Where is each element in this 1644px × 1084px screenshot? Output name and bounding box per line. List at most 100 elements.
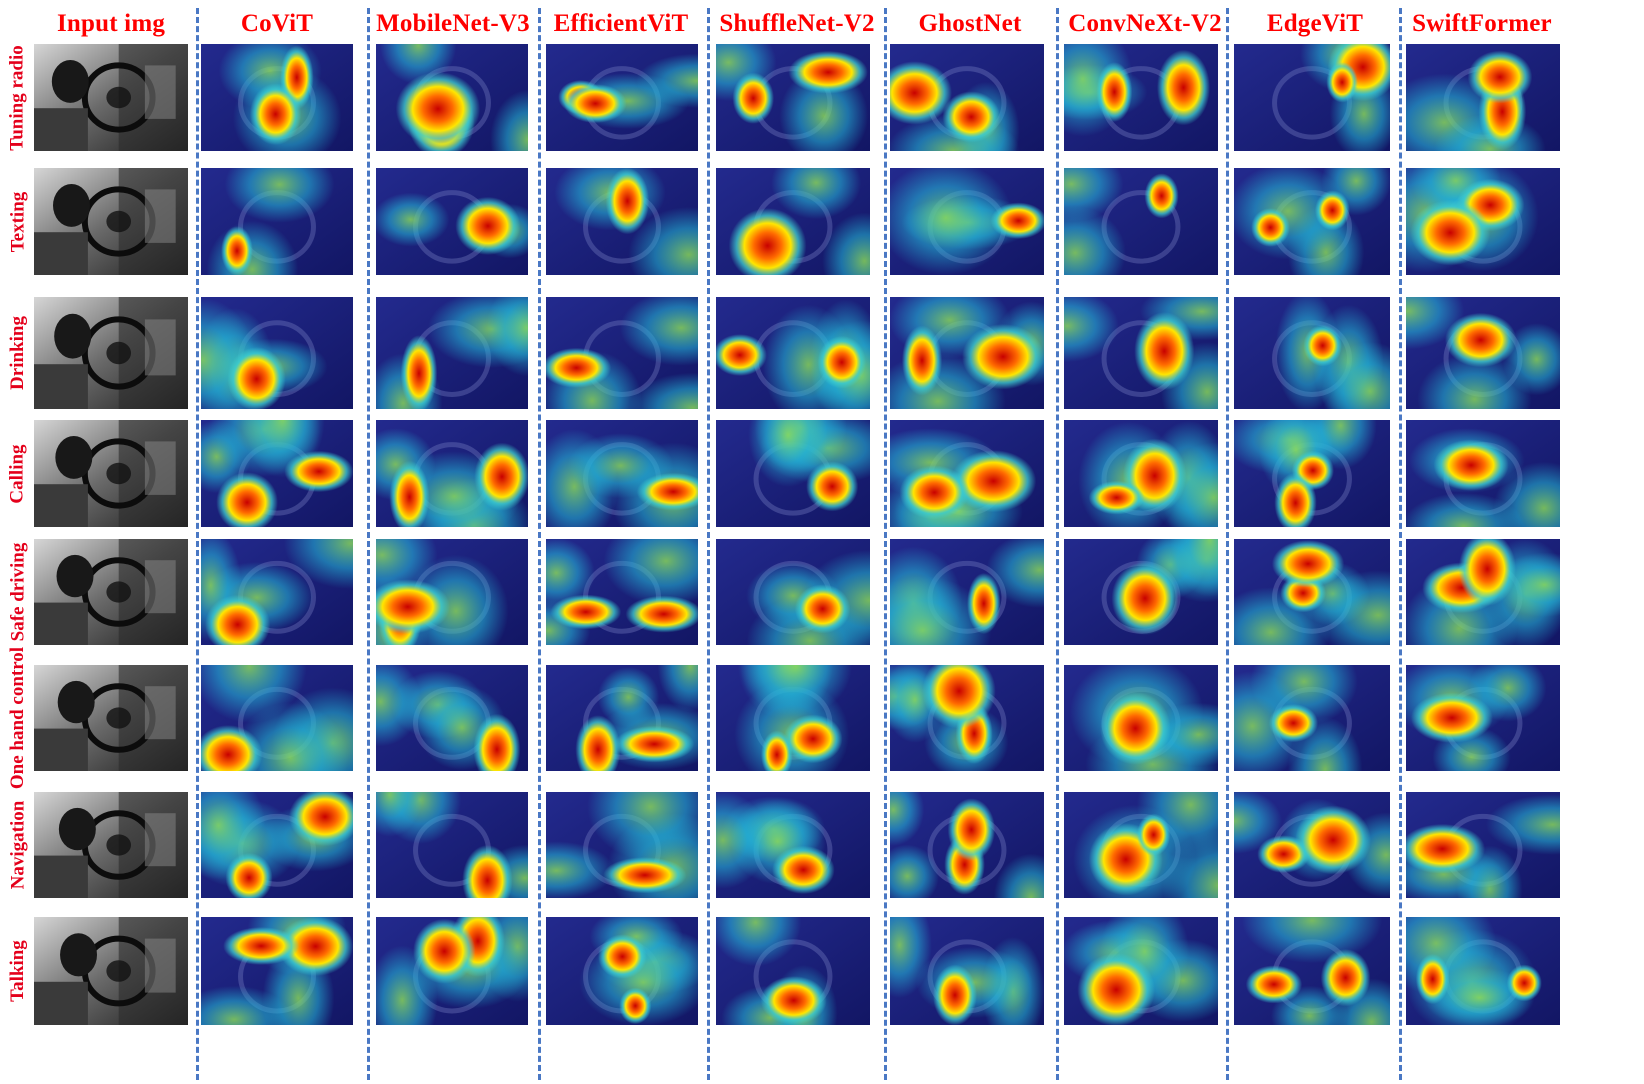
- row-label-text: Calling: [7, 443, 28, 504]
- row-label-text: Tuning radio: [7, 44, 28, 151]
- input-image: [34, 44, 188, 151]
- heatmap-image-shufflenet: [716, 420, 870, 527]
- heatmap-image-mobilenet: [376, 297, 528, 409]
- heatmap-image-convnext: [1064, 297, 1218, 409]
- heatmap-image-mobilenet: [376, 539, 528, 645]
- heatmap-image-convnext: [1064, 44, 1218, 151]
- heatmap-image-edgevit: [1234, 420, 1390, 527]
- heatmap-image-ghostnet: [890, 420, 1044, 527]
- heatmap-image-ghostnet: [890, 539, 1044, 645]
- heatmap-image-convnext: [1064, 420, 1218, 527]
- heatmap-image-swiftformer: [1406, 297, 1560, 409]
- row-label: Navigation: [3, 792, 33, 898]
- column-separator: [1226, 8, 1229, 1080]
- column-separator: [196, 8, 199, 1080]
- row-label-text: Drinking: [7, 316, 29, 390]
- heatmap-image-edgevit: [1234, 665, 1390, 771]
- heatmap-image-mobilenet: [376, 44, 528, 151]
- heatmap-image-shufflenet: [716, 44, 870, 151]
- row-label: One hand control: [3, 647, 33, 789]
- column-header-mobilenet: MobileNet-V3: [376, 10, 530, 37]
- heatmap-image-ghostnet: [890, 665, 1044, 771]
- heatmap-image-mobilenet: [376, 420, 528, 527]
- heatmap-image-ghostnet: [890, 44, 1044, 151]
- input-image: [34, 792, 188, 898]
- row-label: Talking: [3, 917, 33, 1025]
- column-header-swiftformer: SwiftFormer: [1412, 10, 1552, 37]
- column-header-ghostnet: GhostNet: [918, 10, 1022, 37]
- heatmap-image-efficientvit: [546, 665, 698, 771]
- column-header-edgevit: EdgeViT: [1266, 10, 1364, 37]
- heatmap-image-edgevit: [1234, 168, 1390, 275]
- input-image: [34, 917, 188, 1025]
- input-image: [34, 420, 188, 527]
- row-label: Texting: [3, 168, 33, 275]
- heatmap-image-swiftformer: [1406, 168, 1560, 275]
- heatmap-image-efficientvit: [546, 792, 698, 898]
- heatmap-image-mobilenet: [376, 168, 528, 275]
- input-image: [34, 168, 188, 275]
- heatmap-image-covit: [201, 297, 353, 409]
- row-label-text: Talking: [7, 940, 28, 1002]
- heatmap-image-efficientvit: [546, 44, 698, 151]
- heatmap-image-shufflenet: [716, 665, 870, 771]
- heatmap-image-edgevit: [1234, 792, 1390, 898]
- heatmap-image-mobilenet: [376, 917, 528, 1025]
- column-separator: [367, 8, 370, 1080]
- heatmap-image-ghostnet: [890, 168, 1044, 275]
- heatmap-image-shufflenet: [716, 168, 870, 275]
- row-label: Drinking: [3, 297, 33, 409]
- column-header-input: Input img: [56, 10, 166, 37]
- heatmap-image-covit: [201, 917, 353, 1025]
- heatmap-image-swiftformer: [1406, 917, 1560, 1025]
- column-header-efficientvit: EfficientViT: [553, 10, 689, 37]
- input-image: [34, 539, 188, 645]
- heatmap-image-swiftformer: [1406, 792, 1560, 898]
- heatmap-image-covit: [201, 539, 353, 645]
- column-header-convnext: ConvNeXt-V2: [1068, 10, 1222, 37]
- row-label-text: Navigation: [7, 800, 28, 890]
- heatmap-image-shufflenet: [716, 792, 870, 898]
- heatmap-image-swiftformer: [1406, 665, 1560, 771]
- column-separator: [707, 8, 710, 1080]
- heatmap-image-efficientvit: [546, 917, 698, 1025]
- heatmap-image-covit: [201, 420, 353, 527]
- row-label: Calling: [3, 420, 33, 527]
- heatmap-image-swiftformer: [1406, 44, 1560, 151]
- row-label: Tuning radio: [3, 44, 33, 151]
- heatmap-image-covit: [201, 44, 353, 151]
- heatmap-image-covit: [201, 168, 353, 275]
- heatmap-image-ghostnet: [890, 917, 1044, 1025]
- heatmap-image-convnext: [1064, 792, 1218, 898]
- heatmap-image-shufflenet: [716, 297, 870, 409]
- heatmap-image-ghostnet: [890, 297, 1044, 409]
- heatmap-image-efficientvit: [546, 420, 698, 527]
- column-separator: [1399, 8, 1402, 1080]
- column-header-covit: CoViT: [240, 10, 314, 37]
- heatmap-image-convnext: [1064, 168, 1218, 275]
- heatmap-image-covit: [201, 665, 353, 771]
- column-header-shufflenet: ShuffleNet-V2: [719, 10, 875, 37]
- heatmap-image-swiftformer: [1406, 420, 1560, 527]
- column-separator: [538, 8, 541, 1080]
- heatmap-image-swiftformer: [1406, 539, 1560, 645]
- heatmap-image-efficientvit: [546, 297, 698, 409]
- heatmap-image-ghostnet: [890, 792, 1044, 898]
- heatmap-image-edgevit: [1234, 539, 1390, 645]
- row-label: Safe driving: [3, 539, 33, 645]
- heatmap-image-efficientvit: [546, 168, 698, 275]
- input-image: [34, 297, 188, 409]
- heatmap-image-efficientvit: [546, 539, 698, 645]
- heatmap-image-convnext: [1064, 917, 1218, 1025]
- row-label-text: Texting: [7, 191, 29, 252]
- column-separator: [1056, 8, 1059, 1080]
- heatmap-image-edgevit: [1234, 297, 1390, 409]
- row-label-text: One hand control: [7, 646, 28, 790]
- row-label-text: Safe driving: [7, 542, 29, 642]
- heatmap-image-edgevit: [1234, 917, 1390, 1025]
- heatmap-image-shufflenet: [716, 539, 870, 645]
- column-separator: [884, 8, 887, 1080]
- heatmap-image-convnext: [1064, 539, 1218, 645]
- heatmap-image-shufflenet: [716, 917, 870, 1025]
- input-image: [34, 665, 188, 771]
